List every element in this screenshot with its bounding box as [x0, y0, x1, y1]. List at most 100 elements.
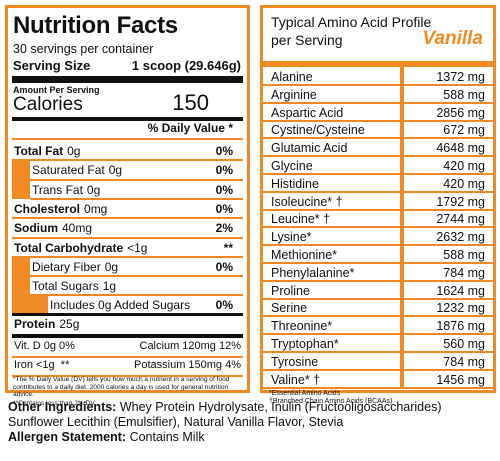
nutrient-dv: 0%	[215, 201, 233, 216]
rule	[12, 117, 243, 121]
nutrition-panel: Nutrition Facts 30 servings per container…	[5, 5, 250, 407]
rule	[263, 279, 493, 282]
mineral: Potassium 150mg 4%	[134, 359, 241, 371]
rule	[30, 197, 243, 200]
amino-name: Serine	[271, 301, 308, 316]
amino-amount: 784 mg	[443, 354, 485, 369]
footnote: **Contains less than 2% DV	[13, 400, 95, 407]
amino-name: Tyrosine	[271, 354, 319, 369]
amino-name: Glycine	[271, 159, 313, 173]
rule	[12, 217, 243, 220]
rule	[263, 368, 493, 371]
amino-panel: Typical Amino Acid Profile per Serving Van…	[260, 5, 496, 405]
nutrient-dv: 0%	[215, 163, 233, 178]
amino-amount: 588 mg	[443, 87, 485, 102]
rule	[12, 159, 30, 180]
amino-name: Histidine	[271, 176, 319, 191]
calories: 150	[172, 90, 209, 115]
serving-size: 1 scoop (29.646g)	[131, 58, 241, 73]
serving-size-label: Serving Size	[13, 58, 91, 73]
rule	[12, 313, 243, 316]
nutrient-label: Cholesterol 0mg	[14, 201, 108, 216]
title: Nutrition Facts	[13, 12, 178, 39]
amino-name: Methionine*	[271, 248, 338, 262]
amino-title: Typical Amino Acid Profile	[271, 14, 432, 30]
rule	[30, 178, 243, 181]
amino-amount: 1624 mg	[436, 283, 485, 298]
nutrient-label: Saturated Fat 0g	[32, 163, 123, 178]
footnote: *The % Daily Value (DV) tells you how mu…	[13, 376, 230, 398]
amino-amount: 1876 mg	[436, 319, 485, 334]
ingredients-line: Other Ingredients: Whey Protein Hydrolys…	[8, 400, 496, 430]
nutrient-amount: 0g	[86, 182, 101, 197]
rule	[263, 84, 493, 86]
protein-label: Protein 25g	[14, 317, 80, 331]
rule	[12, 236, 243, 239]
amino-amount: 1232 mg	[436, 301, 485, 316]
allergen-text: Contains Milk	[129, 430, 205, 444]
nutrient-label: Total Fat 0g	[14, 144, 81, 158]
rule	[12, 76, 243, 83]
ingredients-text: Whey Protein Hydrolysate, Inulin (Fructo…	[8, 400, 442, 429]
amino-amount: 1792 mg	[436, 194, 485, 209]
rule	[12, 356, 243, 358]
calories-label: Calories	[13, 94, 83, 115]
rule	[263, 315, 493, 318]
rule	[263, 155, 493, 158]
rule	[263, 190, 493, 193]
servings: 30 servings per container	[13, 42, 154, 56]
amino-amount: 2856 mg	[436, 105, 485, 120]
nutrient-label: Total Sugars 1g	[32, 279, 117, 294]
rule	[263, 61, 493, 67]
rule	[12, 178, 30, 199]
amino-name: Valine* †	[271, 372, 321, 387]
amount-per-serving: Amount Per Serving	[13, 85, 100, 95]
nutrient-label: Total Carbohydrate <1g	[14, 240, 148, 255]
amino-amount: 420 mg	[443, 159, 485, 173]
rule	[263, 386, 493, 389]
rule	[263, 137, 493, 140]
nutrient-dv: 0%	[215, 182, 233, 197]
nutrient-dv: 0%	[215, 298, 233, 313]
mineral: Iron <1g **	[14, 359, 70, 371]
amino-subtitle: per Serving	[271, 32, 343, 48]
amino-name: Glutamic Acid	[271, 141, 348, 156]
rule	[263, 119, 493, 122]
amino-name: Tryptophan*	[271, 337, 339, 351]
amino-name: Threonine*	[271, 319, 333, 334]
nutrient-amount: 0g	[104, 259, 119, 274]
rule	[12, 275, 30, 296]
amino-amount: 2744 mg	[436, 212, 485, 227]
nutrient-label: Trans Fat 0g	[32, 182, 101, 197]
ingredients: Other Ingredients: Whey Protein Hydrolys…	[8, 400, 496, 445]
nutrient-dv: 2%	[215, 221, 233, 236]
amino-name: Proline	[271, 283, 310, 298]
nutrient-amount: 40mg	[62, 221, 93, 236]
nutrient-label: Dietary Fiber 0g	[32, 259, 119, 274]
amino-name: Phenylalanine*	[271, 265, 355, 280]
rule	[12, 138, 243, 140]
rule	[263, 101, 493, 104]
rule	[263, 351, 493, 353]
amino-amount: 784 mg	[443, 265, 485, 280]
rule	[12, 255, 30, 276]
ingredients-label: Other Ingredients:	[8, 400, 117, 414]
nutrient-dv: **	[223, 240, 233, 255]
rule	[263, 244, 493, 247]
amino-name: Isoleucine* †	[271, 194, 343, 209]
rule	[30, 275, 243, 278]
amino-name: Cystine/Cysteine	[271, 123, 365, 138]
rule	[263, 333, 493, 336]
nutrient-amount: 0g	[67, 144, 81, 158]
mineral: Calcium 120mg 12%	[139, 340, 242, 352]
amino-footnote: †Branched Chain Amino Acids (BCAAs)	[269, 398, 393, 405]
rule	[263, 173, 493, 175]
nutrient-amount: 0g	[108, 163, 123, 178]
rule	[263, 208, 493, 211]
amino-name: Leucine* †	[271, 212, 331, 227]
rule	[12, 255, 243, 258]
allergen-line: Allergen Statement: Contains Milk	[8, 430, 496, 445]
nutrient-label: Includes 0g Added Sugars	[50, 298, 191, 313]
amino-footnote: *Essential Amino Acids	[269, 390, 341, 397]
